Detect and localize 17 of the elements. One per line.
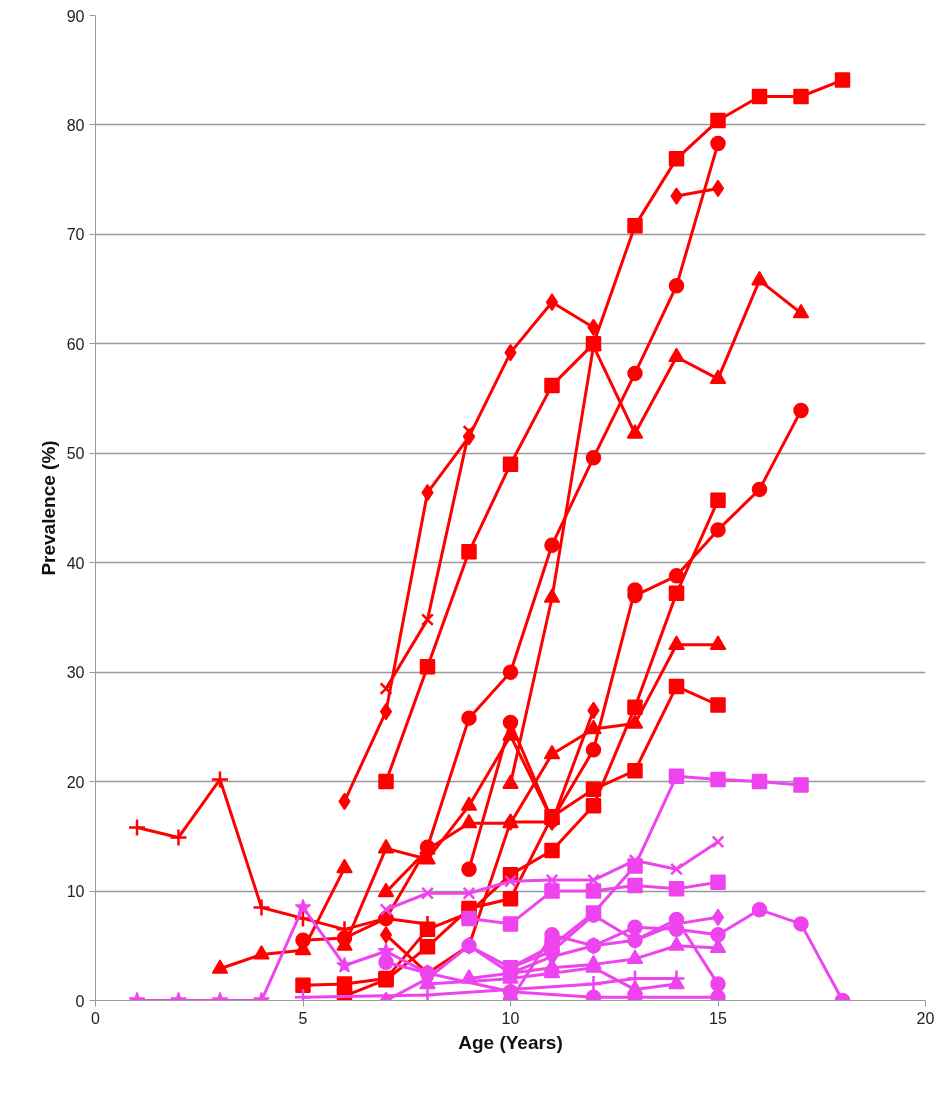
- x-tick-label: 0: [91, 1009, 101, 1027]
- x-tick-label: 20: [916, 1009, 935, 1027]
- y-tick-label: 70: [66, 226, 85, 244]
- x-tick-label: 15: [709, 1009, 727, 1027]
- y-tick-label: 60: [66, 335, 85, 353]
- x-tick-label: 10: [501, 1009, 520, 1027]
- y-tick-label: 50: [66, 445, 85, 463]
- y-tick-label: 30: [66, 664, 85, 682]
- y-tick-label: 20: [66, 773, 85, 791]
- y-tick-label: 0: [75, 992, 85, 1010]
- y-tick-label: 80: [66, 116, 85, 134]
- y-axis-title: Prevalence (%): [37, 440, 59, 576]
- y-tick-label: 10: [66, 883, 85, 901]
- x-tick-label: 5: [298, 1009, 308, 1027]
- x-axis-title: Age (Years): [458, 1031, 563, 1053]
- y-tick-label: 40: [66, 554, 85, 572]
- y-tick-label: 90: [66, 7, 85, 25]
